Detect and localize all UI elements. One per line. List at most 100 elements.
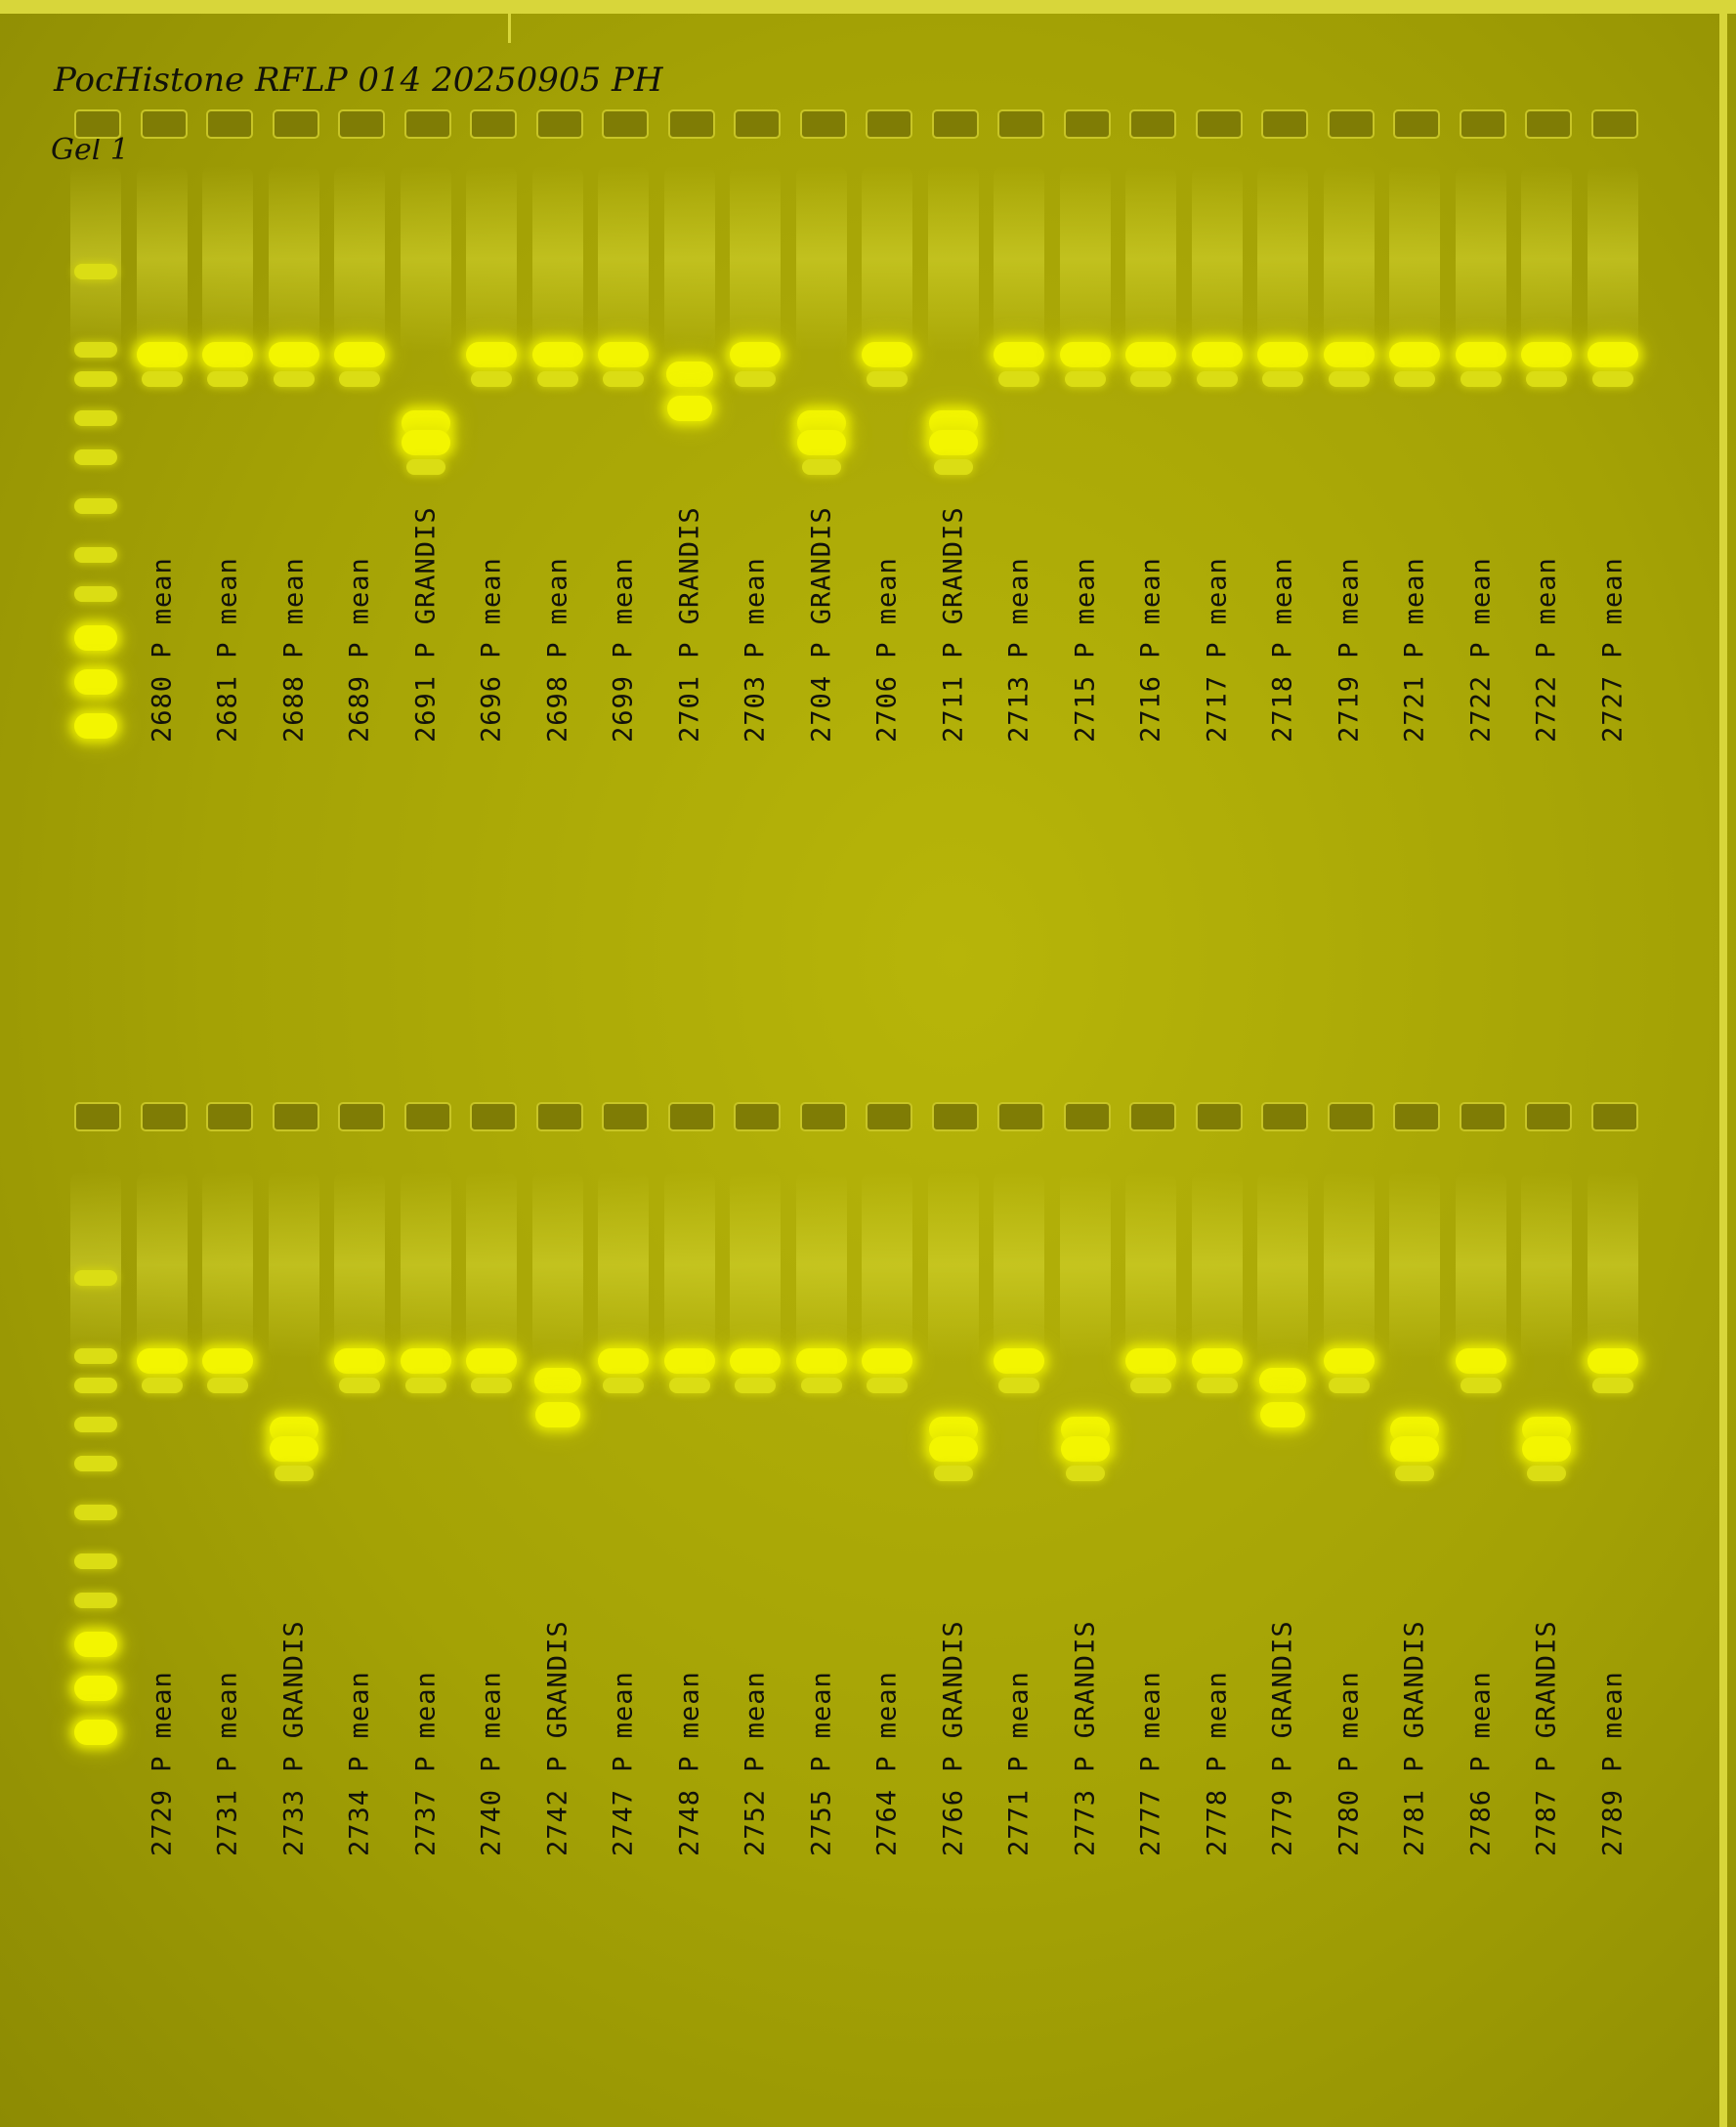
dna-smear [136,166,188,352]
gel-title: PocHistone RFLP 014 20250905 PH [54,61,663,100]
digest-band-faint [1328,371,1370,387]
sample-well [667,1102,715,1131]
sample-well [1195,1102,1243,1131]
digest-band-faint [1328,1378,1370,1393]
digest-band-uncut [862,1348,912,1374]
sample-lane: 2688 P mean [265,127,323,870]
sample-lane: 2740 P mean [462,1133,521,1876]
lane-label: 2706 P mean [871,557,903,743]
lane-label: 2711 P GRANDIS [938,506,968,743]
dna-smear [1455,1172,1506,1358]
ladder-band [74,547,117,563]
sample-well [1063,1102,1111,1131]
dna-smear [1059,1172,1111,1358]
ladder-lane [66,127,125,870]
sample-lane: 2717 P mean [1188,127,1247,870]
sample-lane: 2729 P mean [133,1133,191,1876]
dna-smear [994,1172,1044,1358]
sample-well [140,1102,188,1131]
sample-well [667,109,715,139]
dna-smear [1587,166,1638,352]
digest-band-lower [534,1402,580,1427]
sample-well [931,1102,979,1131]
digest-band-uncut [1455,1348,1506,1374]
digest-band-cut-lower [796,430,846,455]
digest-band-uncut [994,342,1044,367]
lane-label: 2701 P GRANDIS [674,506,704,743]
lane-label: 2727 P mean [1597,557,1628,743]
digest-band-uncut [1521,342,1572,367]
sample-well [140,109,188,139]
digest-band-faint [998,1378,1039,1393]
lane-label: 2777 P mean [1135,1671,1166,1856]
sample-lane: 2771 P mean [990,1133,1048,1876]
sample-lane: 2718 P mean [1253,127,1312,870]
lane-label: 2703 P mean [740,557,771,743]
lane-label: 2696 P mean [476,557,507,743]
digest-band-uncut [1587,1348,1638,1374]
sample-lane: 2713 P mean [990,127,1048,870]
ladder-band [74,1676,117,1701]
sample-well [1459,1102,1506,1131]
sample-lane: 2699 P mean [594,127,653,870]
lane-label: 2722 P mean [1465,557,1496,743]
ladder-band [74,1553,117,1569]
lane-label: 2787 P GRANDIS [1531,1620,1562,1856]
sample-lane: 2734 P mean [330,1133,389,1876]
dna-smear [202,1172,253,1358]
lane-label: 2748 P mean [674,1671,704,1856]
lane-label: 2698 P mean [542,557,572,743]
ladder-band [74,449,117,465]
lane-label: 2699 P mean [608,557,639,743]
digest-band-faint [404,1378,446,1393]
digest-band-uncut [1389,342,1440,367]
digest-band-uncut [1191,1348,1243,1374]
digest-band-uncut [1125,1348,1176,1374]
lane-label: 2789 P mean [1597,1671,1628,1856]
digest-band-faint [339,1378,380,1393]
digest-band-faint [471,371,512,387]
lane-label: 2766 P GRANDIS [938,1620,968,1856]
sample-well [272,109,319,139]
lane-label: 2691 P GRANDIS [410,506,441,743]
sample-lane: 2742 P GRANDIS [529,1133,587,1876]
digest-band-faint [141,371,183,387]
lane-label: 2680 P mean [147,557,177,743]
digest-band-uncut [202,342,253,367]
ladder-band [74,342,117,358]
lane-label: 2771 P mean [1003,1671,1035,1856]
sample-well [206,109,253,139]
dna-smear [531,166,583,352]
lane-label: 2719 P mean [1334,557,1364,743]
digest-band-faint [867,1378,908,1393]
lane-label: 2740 P mean [476,1671,507,1856]
sample-well [1195,109,1243,139]
gel-top-edge [0,0,1736,14]
sample-lane: 2778 P mean [1188,1133,1247,1876]
sample-lane: 2779 P GRANDIS [1253,1133,1312,1876]
digest-band-cut-lower [401,430,450,455]
sample-lane: 2722 P mean [1452,127,1510,870]
dna-smear [994,166,1044,352]
sample-well [1590,1102,1638,1131]
digest-band-uncut [598,1348,649,1374]
dna-smear [400,1172,451,1358]
sample-well [338,109,385,139]
ladder-band [74,1505,117,1520]
sample-lane: 2691 P GRANDIS [397,127,455,870]
dna-smear [1191,1172,1243,1358]
sample-well [1261,1102,1308,1131]
sample-lane: 2755 P mean [792,1133,851,1876]
digest-band-upper [665,362,713,387]
digest-band-uncut [1323,342,1375,367]
sample-lane: 2715 P mean [1056,127,1115,870]
dna-smear [862,166,912,352]
dna-smear [202,166,253,352]
ladder-band [74,713,117,739]
sample-lane: 2752 P mean [726,1133,784,1876]
digest-band-uncut [334,1348,385,1374]
digest-band-faint [603,1378,644,1393]
sample-well [1261,109,1308,139]
lane-label: 2781 P GRANDIS [1399,1620,1430,1856]
digest-band-faint [1394,371,1435,387]
